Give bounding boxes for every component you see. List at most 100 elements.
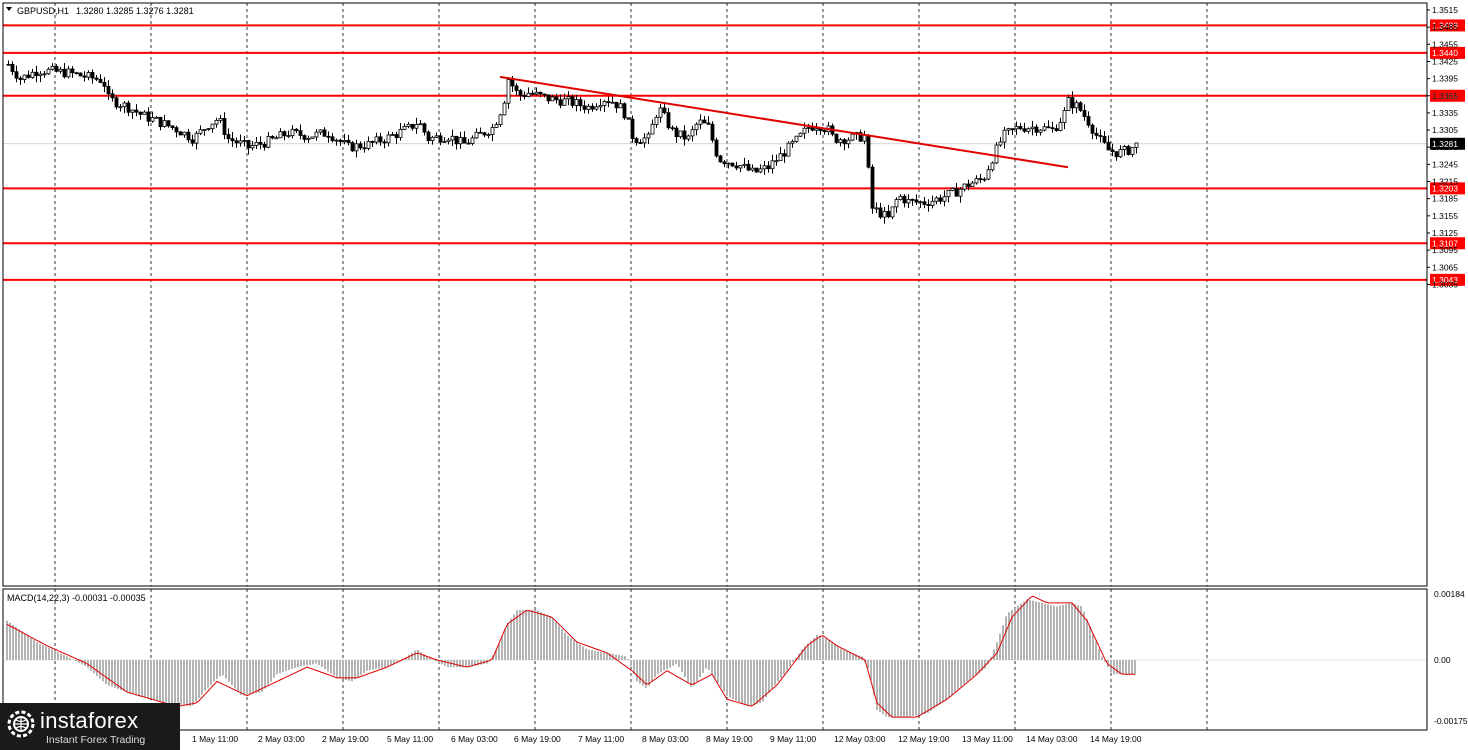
candle-body — [702, 119, 707, 124]
candle-body — [278, 131, 283, 139]
candle-body — [1026, 128, 1031, 132]
candle-body — [1086, 116, 1091, 126]
candle-body — [510, 79, 515, 87]
candle-body — [582, 105, 587, 110]
candle-body — [790, 141, 795, 144]
candle-body — [598, 105, 603, 108]
candle-body — [174, 127, 179, 133]
main-pane-frame — [2, 2, 1428, 587]
candle-body — [410, 123, 415, 129]
candle-body — [150, 117, 155, 122]
level-tag-3 — [1430, 182, 1465, 195]
candle-body — [202, 129, 207, 131]
macd-signal-line — [6, 595, 1135, 718]
candle-body — [50, 65, 55, 70]
candle-body — [74, 72, 79, 75]
price-tick-label: 1.3455 — [1432, 39, 1458, 49]
candle-body — [258, 141, 263, 145]
price-tick-label: 1.3365 — [1432, 91, 1458, 101]
time-label: 1 May 11:00 — [192, 734, 238, 744]
candle-body — [602, 101, 607, 106]
time-label: 8 May 19:00 — [706, 734, 753, 744]
candle-body — [810, 127, 815, 131]
candle-body — [966, 183, 971, 187]
candle-body — [778, 153, 783, 162]
candle-body — [14, 71, 19, 79]
candle-body — [338, 139, 343, 142]
candle-body — [806, 127, 811, 129]
candle-body — [1050, 127, 1055, 130]
candle-body — [514, 85, 519, 91]
candle-body — [486, 134, 491, 137]
candle-body — [286, 135, 291, 138]
candle-body — [1118, 149, 1123, 158]
time-axis: 1 May 11:00 2 May 03:00 2 May 19:00 5 May 1… — [192, 734, 1142, 744]
candle-body — [726, 162, 731, 165]
candle-body — [186, 131, 191, 141]
candle-body — [738, 164, 743, 169]
candle-body — [446, 139, 451, 142]
candle-body — [994, 144, 999, 164]
price-tick-label: 1.3485 — [1432, 22, 1458, 32]
level-tag-label-3: 1.3203 — [1432, 183, 1458, 193]
price-axis: 1.3515 1.3485 1.3455 1.3425 1.3395 1.3365 1.33… — [1427, 5, 1468, 726]
candle-body — [34, 71, 39, 77]
time-label: 14 May 03:00 — [1026, 734, 1078, 744]
candle-body — [194, 132, 199, 144]
candle-body — [930, 200, 935, 206]
candle-body — [26, 74, 31, 78]
candle-body — [138, 111, 143, 115]
candle-body — [798, 132, 803, 137]
candle-body — [1034, 126, 1039, 133]
candle-body — [22, 74, 27, 80]
candle-body — [78, 72, 83, 77]
candle-body — [646, 133, 651, 139]
candle-body — [38, 73, 43, 77]
candle-body — [1054, 128, 1059, 132]
price-tick-label: 1.3425 — [1432, 56, 1458, 66]
candle-body — [114, 97, 119, 108]
candle-body — [118, 106, 123, 109]
horizontal-levels[interactable]: 1.3488 1.3440 1.3365 1.3203 1.3107 1.3043 — [3, 19, 1465, 286]
price-tick-label: 1.3245 — [1432, 159, 1458, 169]
candle-body — [1114, 151, 1119, 158]
time-label: 13 May 11:00 — [962, 734, 1013, 744]
candle-body — [422, 123, 427, 133]
candle-body — [1070, 97, 1075, 109]
candlesticks — [6, 60, 1139, 224]
candle-body — [650, 123, 655, 135]
candle-body — [1134, 142, 1139, 148]
candle-body — [1006, 128, 1011, 131]
candle-body — [538, 91, 543, 95]
candle-body — [554, 96, 559, 101]
trendline[interactable] — [499, 75, 1069, 169]
price-tick-label: 1.3095 — [1432, 245, 1458, 255]
candle-body — [670, 127, 675, 130]
candle-body — [218, 118, 223, 121]
candle-body — [178, 131, 183, 136]
candle-body — [394, 134, 399, 138]
candle-body — [622, 103, 627, 119]
candle-body — [562, 98, 567, 106]
dropdown-triangle-icon[interactable] — [6, 7, 12, 11]
candle-body — [502, 102, 507, 116]
time-label: 7 May 11:00 — [578, 734, 624, 744]
candle-body — [370, 140, 375, 143]
candle-body — [274, 137, 279, 140]
level-tag-5 — [1430, 273, 1465, 286]
candle-body — [130, 109, 135, 113]
candle-body — [390, 134, 395, 136]
candle-body — [406, 123, 411, 127]
time-label: 12 May 03:00 — [834, 734, 886, 744]
candle-body — [534, 91, 539, 95]
candle-body — [586, 105, 591, 110]
candle-body — [1094, 132, 1099, 136]
candle-body — [1074, 102, 1079, 109]
candle-body — [546, 94, 551, 102]
candle-body — [610, 101, 615, 104]
price-tick-label: 1.3515 — [1432, 5, 1458, 15]
candle-body — [330, 136, 335, 142]
candle-body — [690, 129, 695, 137]
candle-body — [106, 85, 111, 95]
